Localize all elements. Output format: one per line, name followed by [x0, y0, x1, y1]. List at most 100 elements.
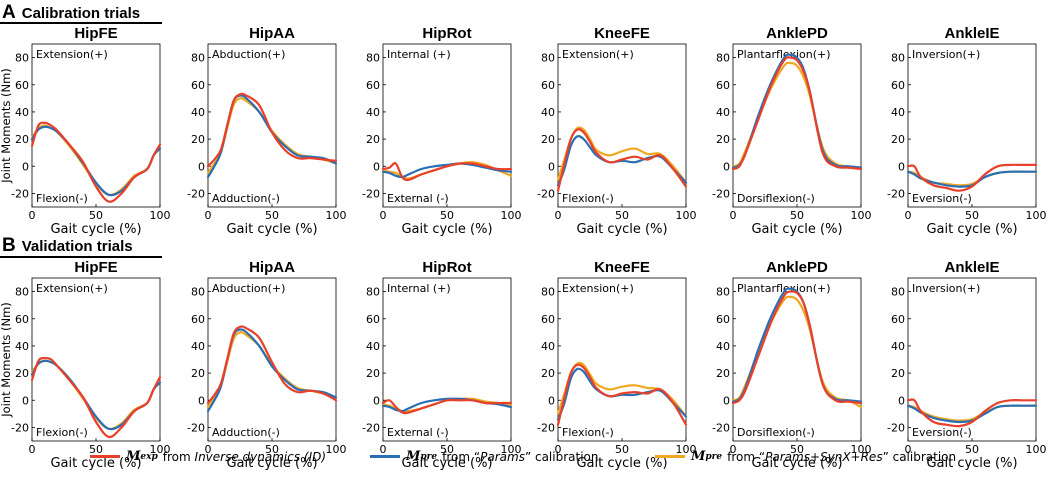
y-tick-label: 80 — [366, 52, 380, 65]
x-tick-label: 50 — [440, 443, 454, 456]
y-tick-label: -20 — [537, 187, 555, 200]
y-tick-label: 60 — [191, 79, 205, 92]
legend-em: Inverse dynamics (ID) — [194, 449, 327, 464]
section-letter: A — [2, 2, 16, 23]
y-tick-label: 20 — [716, 133, 730, 146]
series-line-exp — [731, 290, 863, 405]
y-tick-label: 0 — [22, 394, 29, 407]
y-tick-label: -20 — [11, 421, 29, 434]
legend-post: ” calibration — [524, 449, 599, 464]
section-letter: B — [2, 235, 16, 256]
section-rule — [0, 22, 162, 24]
legend-pre: from “ — [442, 449, 481, 464]
plot-frame — [382, 277, 512, 442]
annotation-positive: Plantarflexion(+) — [737, 282, 831, 295]
x-tick-label: 100 — [326, 209, 347, 222]
y-tick-label: 80 — [366, 286, 380, 299]
y-tick-label: -20 — [887, 187, 905, 200]
y-tick-label: 0 — [198, 160, 205, 173]
legend-subscript: pre — [420, 451, 438, 462]
legend-text: from “Params” calibration — [442, 450, 598, 464]
y-tick-label: 0 — [548, 394, 555, 407]
y-tick-label: 80 — [541, 286, 555, 299]
y-tick-label: 60 — [541, 313, 555, 326]
annotation-positive: Internal (+) — [387, 48, 451, 61]
y-axis-label: Joint Moments (Nm) — [0, 302, 13, 418]
y-tick-label: 60 — [15, 313, 29, 326]
x-axis-label: Gait cycle (%) — [576, 222, 667, 237]
annotation-negative: Adduction(-) — [212, 426, 280, 439]
y-tick-label: 20 — [191, 367, 205, 380]
y-tick-label: -20 — [11, 187, 29, 200]
annotation-negative: External (-) — [387, 192, 449, 205]
annotation-negative: Dorsiflexion(-) — [737, 426, 815, 439]
chart-title: KneeFE — [594, 259, 650, 276]
x-tick-label: 50 — [965, 209, 979, 222]
x-tick-label: 50 — [440, 209, 454, 222]
x-tick-label: 50 — [265, 209, 279, 222]
series-line-exp — [30, 356, 162, 439]
series-line-pre-params — [906, 170, 1038, 188]
annotation-negative: External (-) — [387, 426, 449, 439]
chart-title: HipFE — [74, 259, 117, 276]
annotation-positive: Plantarflexion(+) — [737, 48, 831, 61]
y-tick-label: 40 — [541, 340, 555, 353]
y-tick-label: 60 — [366, 79, 380, 92]
annotation-negative: Dorsiflexion(-) — [737, 192, 815, 205]
y-tick-label: 80 — [191, 52, 205, 65]
x-tick-label: 0 — [205, 443, 212, 456]
annotation-positive: Inversion(+) — [912, 48, 980, 61]
y-tick-label: 60 — [891, 79, 905, 92]
y-tick-label: -20 — [887, 421, 905, 434]
x-tick-label: 0 — [905, 443, 912, 456]
x-tick-label: 100 — [1026, 443, 1047, 456]
section-rule — [0, 256, 162, 258]
y-tick-label: 0 — [373, 160, 380, 173]
x-tick-label: 0 — [555, 209, 562, 222]
series-line-exp — [206, 92, 338, 168]
x-tick-label: 0 — [29, 209, 36, 222]
plot-frame — [732, 43, 862, 208]
section-header-validation: B Validation trials — [2, 235, 133, 256]
y-tick-label: 80 — [891, 52, 905, 65]
y-tick-label: -20 — [187, 187, 205, 200]
x-tick-label: 0 — [380, 209, 387, 222]
x-tick-label: 50 — [790, 443, 804, 456]
series-line-pre-synx — [731, 295, 863, 409]
legend-symbol: M — [406, 449, 421, 464]
legend-line-pre-synx — [655, 455, 685, 458]
y-tick-label: -20 — [537, 421, 555, 434]
series-line-exp — [206, 325, 338, 405]
y-tick-label: 60 — [191, 313, 205, 326]
chart-title: AnklePD — [766, 259, 828, 276]
y-tick-label: 40 — [716, 106, 730, 119]
x-tick-label: 100 — [676, 209, 697, 222]
y-tick-label: 20 — [541, 367, 555, 380]
y-tick-label: 20 — [716, 367, 730, 380]
legend-symbol: M — [691, 449, 706, 464]
series-line-pre-params — [206, 94, 338, 179]
chart-title: HipRot — [422, 25, 471, 42]
x-tick-label: 0 — [730, 443, 737, 456]
annotation-positive: Extension(+) — [36, 48, 108, 61]
series-line-exp — [731, 56, 863, 171]
y-tick-label: 80 — [15, 52, 29, 65]
x-tick-label: 50 — [790, 209, 804, 222]
series-line-pre-params — [731, 287, 863, 403]
y-tick-label: 60 — [716, 313, 730, 326]
legend-em: Params+SynX+Res — [765, 449, 883, 464]
x-axis-label: Gait cycle (%) — [50, 456, 141, 471]
x-tick-label: 50 — [615, 209, 629, 222]
series-line-pre-synx — [556, 361, 688, 418]
y-tick-label: 60 — [366, 313, 380, 326]
x-tick-label: 50 — [615, 443, 629, 456]
x-tick-label: 100 — [851, 443, 872, 456]
y-tick-label: 0 — [22, 160, 29, 173]
y-tick-label: -20 — [712, 421, 730, 434]
series-line-pre-synx — [206, 331, 338, 409]
